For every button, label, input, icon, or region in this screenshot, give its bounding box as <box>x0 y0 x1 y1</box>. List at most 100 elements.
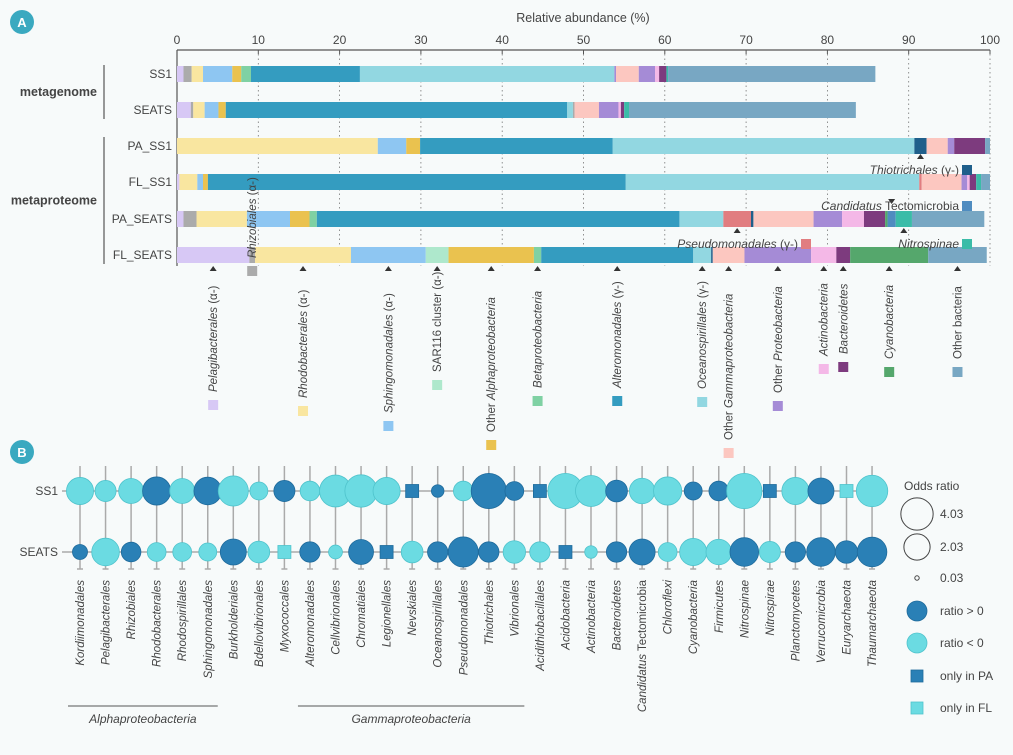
bar-fl-ss1 <box>177 174 990 190</box>
marker-flonly <box>839 484 854 498</box>
legend-label: Alteromonadales (γ-) <box>612 281 624 389</box>
bar-segment-sph <box>350 247 426 263</box>
legend-item-opr: Other Proteobacteria <box>772 266 785 411</box>
bar-segment-pel <box>177 247 250 263</box>
taxon-label: Chromatiales <box>356 580 368 648</box>
row-label: SS1 <box>35 484 58 498</box>
bar-segment-opr <box>614 66 617 82</box>
legend-label-name: Alphaproteobacteria <box>486 297 498 401</box>
taxon-label: Sphingomonadales <box>203 580 215 679</box>
taxon-label: Cyanobacteria <box>688 580 700 654</box>
bar-segment-bac <box>969 174 977 190</box>
pointer-down-icon <box>888 199 896 204</box>
taxa-legend: Pelagibacterales (α-)Rhizobiales (α-)Rho… <box>208 177 964 458</box>
bar-segment-thi <box>914 138 927 154</box>
bar-segment-bac <box>863 211 886 227</box>
legend-label: Actinobacteria <box>819 283 831 357</box>
marker-neg <box>249 481 269 501</box>
pointer-up-icon <box>433 266 441 271</box>
marker-neg <box>172 542 192 562</box>
marker-pos <box>683 481 703 501</box>
panel-b-label: B <box>17 445 26 460</box>
x-tick-label: 90 <box>902 33 916 47</box>
legend-item-sph: Sphingomonadales (α-) <box>383 266 395 431</box>
inline-legend: Thiotrichales (γ-) Candidatus Tectomicrob… <box>677 154 972 251</box>
inline-label-italic: Pseudomonadales <box>677 237 776 251</box>
marker-legend-label: only in PA <box>940 669 993 683</box>
group-label: metagenome <box>20 85 97 99</box>
inline-label-italic: Thiotrichales <box>870 163 938 177</box>
legend-swatch <box>772 401 783 411</box>
legend-item-alt: Alteromonadales (γ-) <box>612 266 624 406</box>
taxon-label: Pseudomonadales <box>458 580 470 676</box>
bar-segment-tec <box>887 211 896 227</box>
inline-label-italic: Candidatus <box>821 199 882 213</box>
inline-label-italic: Nitrospinae <box>898 237 959 251</box>
bar-segment-oal <box>218 102 226 118</box>
legend-swatch <box>208 400 219 410</box>
marker-neg <box>247 540 271 564</box>
marker-pos <box>605 541 628 563</box>
bar-segment-oce <box>359 66 615 82</box>
marker-paonly <box>533 484 547 498</box>
pointer-up-icon <box>774 266 782 271</box>
bar-segment-sph <box>246 211 291 227</box>
bar-segment-oce <box>567 102 573 118</box>
bar-segment-oba <box>911 211 985 227</box>
pointer-up-icon <box>820 266 828 271</box>
pointer-up-icon <box>839 266 847 271</box>
marker-neg <box>628 477 656 505</box>
taxon-label: Actinobacteria <box>586 580 598 654</box>
marker-legend-square <box>910 669 924 683</box>
taxa-labels: Kordiimonadales Pelagibacterales Rhizobial… <box>75 579 879 712</box>
legend-item-cya: Cyanobacteria <box>884 266 896 377</box>
legend-label: Other bacteria <box>952 286 964 359</box>
marker-neg <box>91 537 120 567</box>
legend-swatch <box>298 406 309 416</box>
marker-pos <box>605 479 628 503</box>
legend-swatch <box>697 397 708 407</box>
legend-title: Odds ratio <box>904 479 960 493</box>
inline-label-plain: Tectomicrobia <box>882 199 959 213</box>
taxon-label: Rhodospirillales <box>177 580 189 661</box>
legend-label-prefix: Other <box>773 361 785 393</box>
pointer-up-icon <box>725 266 733 271</box>
inline-legend-label: Thiotrichales (γ-) <box>870 163 959 177</box>
pointer-up-icon <box>885 266 893 271</box>
inline-label-plain: (γ-) <box>777 237 798 251</box>
legend-swatch <box>247 266 258 276</box>
legend-label-suffix: (γ-) <box>697 281 709 302</box>
legend-item-oal: Other Alphaproteobacteria <box>486 266 498 450</box>
marker-pos <box>856 536 888 568</box>
marker-pos <box>628 538 656 566</box>
legend-label-name: Other bacteria <box>952 286 964 359</box>
panel-a-badge: A <box>10 10 34 34</box>
bar-segment-alt <box>316 211 680 227</box>
bar-segment-bac <box>620 102 625 118</box>
marker-neg <box>198 542 218 562</box>
legend-label: Bacteroidetes <box>838 283 850 354</box>
pointer-up-icon <box>299 266 307 271</box>
bar-segment-nit <box>976 174 982 190</box>
bar-segment-sph <box>197 174 204 190</box>
bar-segment-oba <box>985 138 990 154</box>
marker-pos <box>299 541 321 563</box>
bar-segment-oga <box>926 138 948 154</box>
bar-segment-alt <box>250 66 360 82</box>
bar-segment-pse <box>919 174 922 190</box>
bar-segment-opr <box>947 138 955 154</box>
pointer-up-icon <box>916 154 924 159</box>
bar-segment-oga <box>616 66 639 82</box>
group-label: Alphaproteobacteria <box>88 712 197 726</box>
bar-segment-rho <box>177 138 378 154</box>
inline-legend-pse: Pseudomonadales (γ-) <box>677 228 811 251</box>
bar-segment-bac <box>659 66 667 82</box>
taxon-label: Alteromonadales <box>305 580 317 668</box>
bar-segment-pel <box>177 211 184 227</box>
bar-segment-rhi <box>183 66 192 82</box>
marker-neg <box>453 480 474 502</box>
marker-neg <box>344 474 378 508</box>
bar-segment-oga <box>921 174 962 190</box>
legend-label: Rhizobiales (α-) <box>247 177 259 258</box>
legend-label-name: Pelagibacterales <box>208 307 220 392</box>
